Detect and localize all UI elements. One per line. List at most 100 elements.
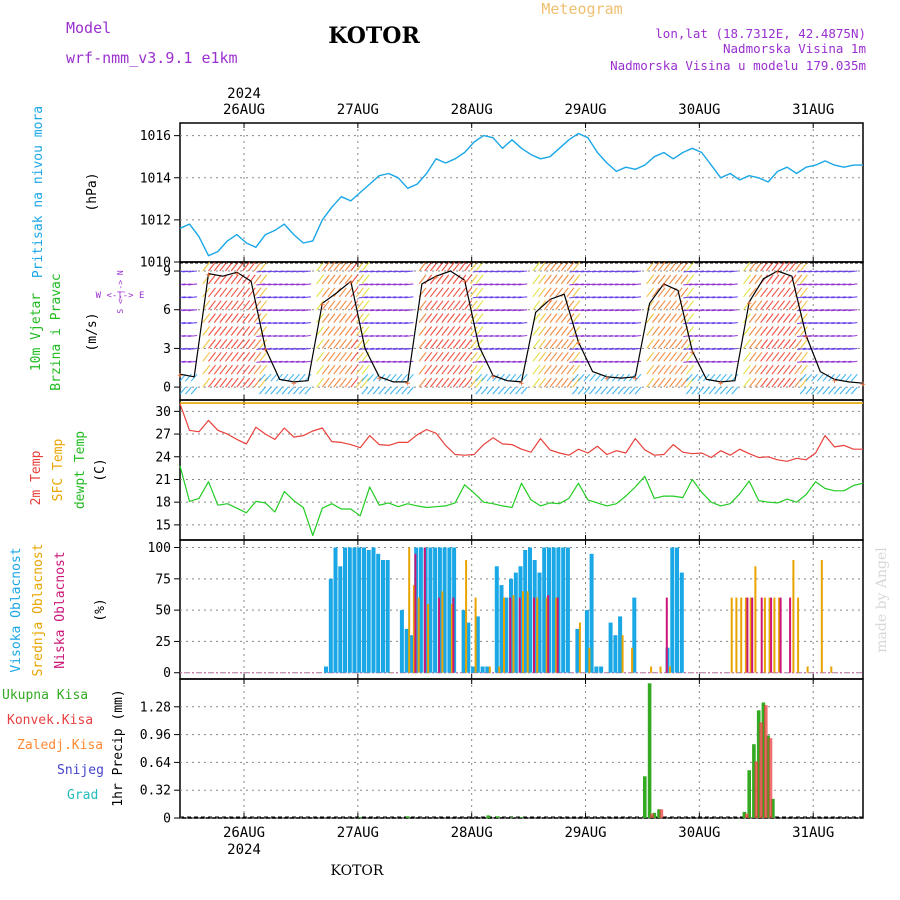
wind-barb xyxy=(663,326,672,336)
wind-barb xyxy=(614,283,625,286)
wind-barb xyxy=(190,373,198,382)
wind-barb xyxy=(725,386,733,395)
wind-barb xyxy=(788,351,797,362)
wind-gust-marker: + xyxy=(490,372,496,382)
wind-barb xyxy=(458,351,467,362)
wind-barb xyxy=(580,322,590,325)
wind-barb xyxy=(549,364,558,375)
mid_cloud-bar xyxy=(797,597,800,673)
wind-barb xyxy=(478,270,488,273)
wind-barb xyxy=(580,283,590,286)
wind-barb xyxy=(395,386,403,395)
mid_cloud-bar xyxy=(650,666,653,673)
wind-barb xyxy=(256,270,266,273)
conv_precip-bar xyxy=(768,738,773,818)
wind-barb xyxy=(603,296,613,299)
wind-barb xyxy=(262,347,272,350)
wind-barb xyxy=(355,326,364,336)
wind-barb xyxy=(447,364,455,375)
wind-barb xyxy=(512,347,522,350)
low_cloud-bar xyxy=(547,595,550,673)
wind-barb xyxy=(184,373,192,382)
wind-barb xyxy=(717,334,727,338)
wind-barb xyxy=(208,326,216,336)
wind-barb xyxy=(506,309,516,312)
high_cloud-bar xyxy=(575,628,580,673)
wind-barb xyxy=(711,296,721,299)
temp-sfc-ylabel: SFC Temp xyxy=(51,439,66,502)
wind-barb xyxy=(489,360,499,363)
wind-barb xyxy=(765,364,774,375)
high_cloud-bar xyxy=(589,553,594,673)
wind-barb xyxy=(777,313,786,323)
wind-barb xyxy=(247,262,256,272)
wind-barb xyxy=(657,274,666,285)
wind-barb xyxy=(501,360,511,363)
wind-barb xyxy=(799,326,808,336)
wind-gust-marker: + xyxy=(405,379,411,389)
wind-barb xyxy=(799,364,808,375)
mid_cloud-bar xyxy=(588,647,591,673)
wind-barb xyxy=(350,351,359,362)
wind-barb xyxy=(845,386,853,395)
wind-barb xyxy=(614,309,625,312)
wind-barb xyxy=(771,313,780,323)
wind-barb xyxy=(777,377,786,388)
wind-barb xyxy=(512,296,522,299)
low_cloud-bar xyxy=(779,597,782,673)
wind-barb xyxy=(392,270,403,273)
wind-barb xyxy=(358,309,368,312)
wind-barb xyxy=(284,270,294,273)
wind-barb xyxy=(705,296,716,299)
wind-barb xyxy=(836,334,846,338)
wind-barb xyxy=(794,351,803,362)
model-label: Model xyxy=(66,19,111,37)
wind-barb xyxy=(518,296,528,299)
coords-label: lon,lat (18.7312E, 42.4875N) xyxy=(655,26,866,41)
wind-barb xyxy=(464,313,473,323)
wind-barb xyxy=(495,360,505,363)
wind-barb xyxy=(327,377,336,388)
wind-barb xyxy=(569,283,579,286)
wind-barb xyxy=(634,373,642,382)
wind-barb xyxy=(592,296,602,299)
wind-barb xyxy=(262,309,272,312)
wind-barb xyxy=(797,296,807,299)
wind-barb xyxy=(256,296,266,299)
wind-barb xyxy=(475,300,484,311)
wind-barb xyxy=(501,270,511,273)
wind-barb xyxy=(321,313,330,323)
wind-barb xyxy=(213,364,222,375)
wind-direction-legend-ns: S <-|-> N xyxy=(116,270,125,314)
wind-barb xyxy=(512,270,522,273)
high_cloud-bar xyxy=(480,666,485,673)
high_cloud-bar xyxy=(385,560,390,673)
wind-barb xyxy=(728,283,738,286)
wind-barb xyxy=(754,377,763,388)
wind-barb xyxy=(765,351,774,362)
wind-barb xyxy=(424,351,433,362)
wind-barb xyxy=(674,274,683,285)
wind-barb xyxy=(802,360,812,363)
wind-barb xyxy=(447,274,455,285)
wind-barb xyxy=(683,309,693,312)
wind-barb xyxy=(296,270,306,273)
mid_cloud-bar xyxy=(669,666,671,673)
mid_cloud-bar xyxy=(735,597,738,673)
wind-barb xyxy=(256,334,266,338)
wind-barb xyxy=(424,300,433,311)
wind-barb xyxy=(404,270,414,273)
low_cloud-bar xyxy=(789,597,792,673)
wind-barb xyxy=(794,364,803,375)
wind-barb xyxy=(626,334,636,338)
wind-barb xyxy=(492,386,500,395)
wind-barb xyxy=(694,334,704,338)
wind-barb xyxy=(814,322,824,325)
mid_cloud-bar xyxy=(465,560,468,673)
wind-barb xyxy=(279,322,289,325)
wind-barb xyxy=(657,300,666,311)
wind-barb xyxy=(242,351,251,362)
wind-barb xyxy=(180,322,186,324)
wind-barb xyxy=(486,373,494,382)
wind-barb xyxy=(685,386,693,395)
